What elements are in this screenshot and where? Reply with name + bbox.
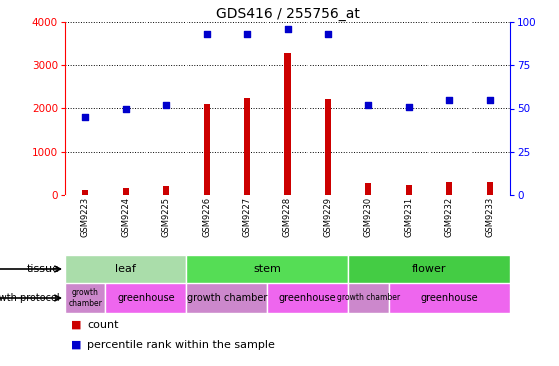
Bar [348,283,389,313]
Point [364,102,373,108]
Point [121,105,130,111]
Text: tissue: tissue [26,264,59,274]
Point [324,31,333,37]
Text: GSM9225: GSM9225 [162,197,170,237]
Text: greenhouse: greenhouse [279,293,337,303]
Point [80,114,89,120]
Text: growth protocol: growth protocol [0,293,59,303]
Text: GSM9233: GSM9233 [485,197,494,237]
Bar [446,182,452,195]
Bar [186,283,267,313]
Bar [285,53,291,195]
Point [445,97,454,103]
Point [202,31,211,37]
Point [283,26,292,32]
Text: GSM9224: GSM9224 [121,197,130,237]
Text: flower: flower [412,264,446,274]
Point [162,102,170,108]
Bar [406,184,412,195]
Bar [203,104,210,195]
Text: GSM9231: GSM9231 [404,197,413,237]
Text: GSM9229: GSM9229 [324,197,333,237]
Bar [244,98,250,195]
Bar [186,255,348,283]
Bar [163,186,169,195]
Text: greenhouse: greenhouse [117,293,175,303]
Text: stem: stem [253,264,281,274]
Text: growth
chamber: growth chamber [68,288,102,308]
Text: count: count [87,320,119,330]
Text: GSM9232: GSM9232 [445,197,454,237]
Point [485,97,494,103]
Text: GSM9223: GSM9223 [80,197,90,237]
Text: growth chamber: growth chamber [187,293,267,303]
Point [243,31,252,37]
Text: ■: ■ [70,320,81,330]
Bar [82,190,88,195]
Text: GSM9230: GSM9230 [364,197,373,237]
Bar [348,255,510,283]
Text: growth chamber: growth chamber [337,294,400,303]
Bar [106,283,186,313]
Title: GDS416 / 255756_at: GDS416 / 255756_at [216,7,359,21]
Bar [487,183,493,195]
Text: percentile rank within the sample: percentile rank within the sample [87,340,275,350]
Bar [122,188,129,195]
Text: ■: ■ [70,340,81,350]
Text: greenhouse: greenhouse [420,293,478,303]
Bar [65,283,106,313]
Bar [65,255,186,283]
Text: GSM9226: GSM9226 [202,197,211,237]
Text: GSM9228: GSM9228 [283,197,292,237]
Bar [267,283,348,313]
Text: leaf: leaf [115,264,136,274]
Bar [325,98,331,195]
Text: GSM9227: GSM9227 [243,197,252,237]
Point [404,104,413,110]
Bar [366,183,371,195]
Bar [389,283,510,313]
